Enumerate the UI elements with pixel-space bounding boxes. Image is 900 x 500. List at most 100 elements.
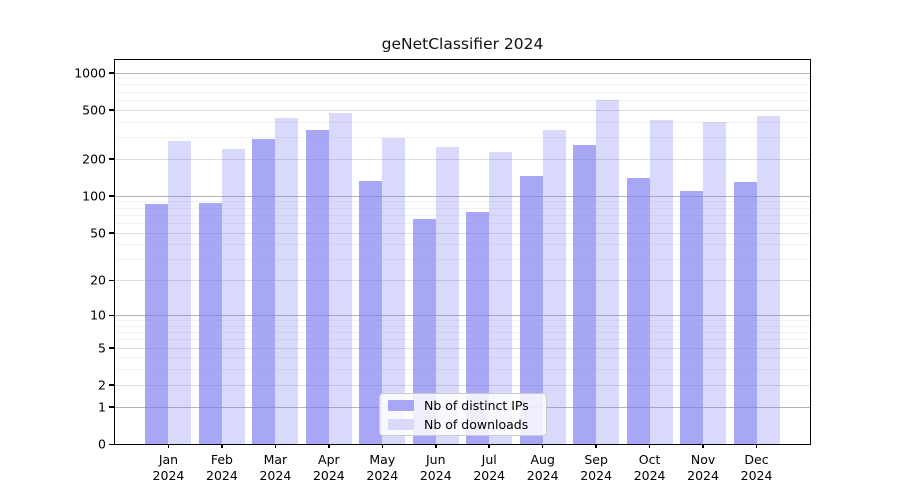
gridline-2 <box>115 384 810 386</box>
x-tick-line: 2024 <box>740 467 773 483</box>
gridline-minor <box>115 332 810 334</box>
gridline-minor <box>115 339 810 341</box>
x-tick-line: Aug <box>530 452 555 467</box>
y-tick-10 <box>109 314 114 317</box>
x-tick-mar-2024 <box>274 444 277 448</box>
y-tick-1000 <box>109 72 114 74</box>
gridline-minor <box>115 121 810 123</box>
bar-nb-of-distinct-ips-dec-2024 <box>733 181 757 444</box>
x-tick-line: 2024 <box>633 467 666 483</box>
x-tick-line: Jul <box>481 452 497 467</box>
gridline-500 <box>115 109 810 111</box>
x-tick-line: 2024 <box>152 467 185 483</box>
x-tick-line: 2024 <box>526 467 559 483</box>
gridline-minor <box>115 207 810 209</box>
x-tick-line: Nov <box>690 452 716 467</box>
bar-nb-of-downloads-feb-2024 <box>221 148 245 444</box>
legend-entry-nb-of-distinct-ips: Nb of distinct IPs <box>388 398 538 413</box>
bar-nb-of-distinct-ips-feb-2024 <box>198 203 222 444</box>
legend-swatch-nb-of-distinct-ips <box>388 399 414 411</box>
bar-nb-of-distinct-ips-jul-2024 <box>466 211 490 444</box>
y-tick-label-500: 500 <box>82 102 106 118</box>
gridline-1000 <box>115 72 810 74</box>
gridline-minor <box>115 259 810 261</box>
gridline-minor <box>115 357 810 359</box>
bar-nb-of-distinct-ips-apr-2024 <box>305 130 329 444</box>
gridline-minor <box>115 137 810 139</box>
x-tick-dec-2024 <box>755 444 758 448</box>
bar-nb-of-downloads-jun-2024 <box>435 146 459 444</box>
y-tick-200 <box>109 158 114 160</box>
y-tick-label-100: 100 <box>82 188 106 204</box>
x-tick-line: 2024 <box>366 467 399 483</box>
x-tick-line: Sep <box>584 452 608 467</box>
y-tick-label-10: 10 <box>90 307 106 323</box>
y-tick-label-50: 50 <box>90 225 106 241</box>
plot-area <box>114 59 811 445</box>
y-tick-label-200: 200 <box>82 151 106 167</box>
y-tick-100 <box>109 195 114 197</box>
x-tick-label-dec-2024: Dec 2024 <box>741 452 773 483</box>
bar-nb-of-downloads-jul-2024 <box>489 151 513 444</box>
bar-nb-of-downloads-may-2024 <box>382 138 406 444</box>
gridline-20 <box>115 280 810 282</box>
gridline-50 <box>115 232 810 234</box>
x-tick-label-sep-2024: Sep 2024 <box>580 452 612 483</box>
gridline-minor <box>115 201 810 203</box>
gridline-10 <box>115 315 810 317</box>
legend: Nb of distinct IPs Nb of downloads <box>379 393 547 436</box>
y-tick-50 <box>109 232 114 234</box>
chart-title: geNetClassifier 2024 <box>381 35 544 53</box>
legend-label-nb-of-distinct-ips: Nb of distinct IPs <box>424 397 529 413</box>
bar-nb-of-distinct-ips-nov-2024 <box>680 191 704 444</box>
bar-nb-of-distinct-ips-may-2024 <box>359 180 383 444</box>
x-tick-jul-2024 <box>488 444 490 448</box>
legend-entry-nb-of-downloads: Nb of downloads <box>388 417 538 432</box>
y-tick-20 <box>109 279 114 282</box>
y-tick-label-2: 2 <box>98 377 106 393</box>
bar-nb-of-downloads-mar-2024 <box>275 118 299 444</box>
gridline-minor <box>115 91 810 93</box>
bar-nb-of-distinct-ips-jun-2024 <box>412 218 436 444</box>
x-tick-label-jul-2024: Jul 2024 <box>473 452 505 483</box>
bar-nb-of-downloads-jan-2024 <box>168 140 192 444</box>
gridline-minor <box>115 320 810 322</box>
x-tick-jan-2024 <box>167 444 170 448</box>
bar-nb-of-distinct-ips-aug-2024 <box>519 175 543 444</box>
gridline-minor <box>115 325 810 327</box>
y-tick-label-5: 5 <box>98 340 106 356</box>
x-tick-apr-2024 <box>328 444 330 448</box>
y-tick-label-0: 0 <box>98 436 106 452</box>
x-tick-line: Feb <box>210 452 233 467</box>
x-tick-sep-2024 <box>595 444 597 448</box>
x-tick-line: Mar <box>263 452 288 467</box>
gridline-5 <box>115 347 810 349</box>
x-tick-label-feb-2024: Feb 2024 <box>206 452 238 483</box>
x-tick-line: Apr <box>318 452 340 467</box>
x-tick-label-mar-2024: Mar 2024 <box>259 452 291 483</box>
y-tick-5 <box>109 347 114 349</box>
bar-nb-of-downloads-sep-2024 <box>596 99 620 444</box>
bar-nb-of-distinct-ips-sep-2024 <box>573 145 597 444</box>
x-tick-line: 2024 <box>419 467 452 483</box>
y-tick-1 <box>109 406 114 408</box>
gridline-minor <box>115 214 810 216</box>
x-tick-label-may-2024: May 2024 <box>366 452 398 483</box>
x-tick-nov-2024 <box>702 444 704 448</box>
gridline-minor <box>115 78 810 80</box>
gridline-minor <box>115 222 810 224</box>
bar-nb-of-downloads-nov-2024 <box>703 121 727 444</box>
legend-label-nb-of-downloads: Nb of downloads <box>424 416 529 432</box>
y-tick-label-1000: 1000 <box>74 65 106 80</box>
x-tick-label-nov-2024: Nov 2024 <box>687 452 719 483</box>
y-tick-500 <box>109 109 114 111</box>
y-tick-0 <box>109 443 114 445</box>
gridline-100 <box>115 195 810 197</box>
x-tick-jun-2024 <box>435 444 437 448</box>
x-tick-label-oct-2024: Oct 2024 <box>634 452 666 483</box>
y-tick-2 <box>109 384 114 386</box>
gridline-minor <box>115 369 810 371</box>
x-tick-label-aug-2024: Aug 2024 <box>527 452 559 483</box>
bar-nb-of-downloads-oct-2024 <box>649 119 673 444</box>
